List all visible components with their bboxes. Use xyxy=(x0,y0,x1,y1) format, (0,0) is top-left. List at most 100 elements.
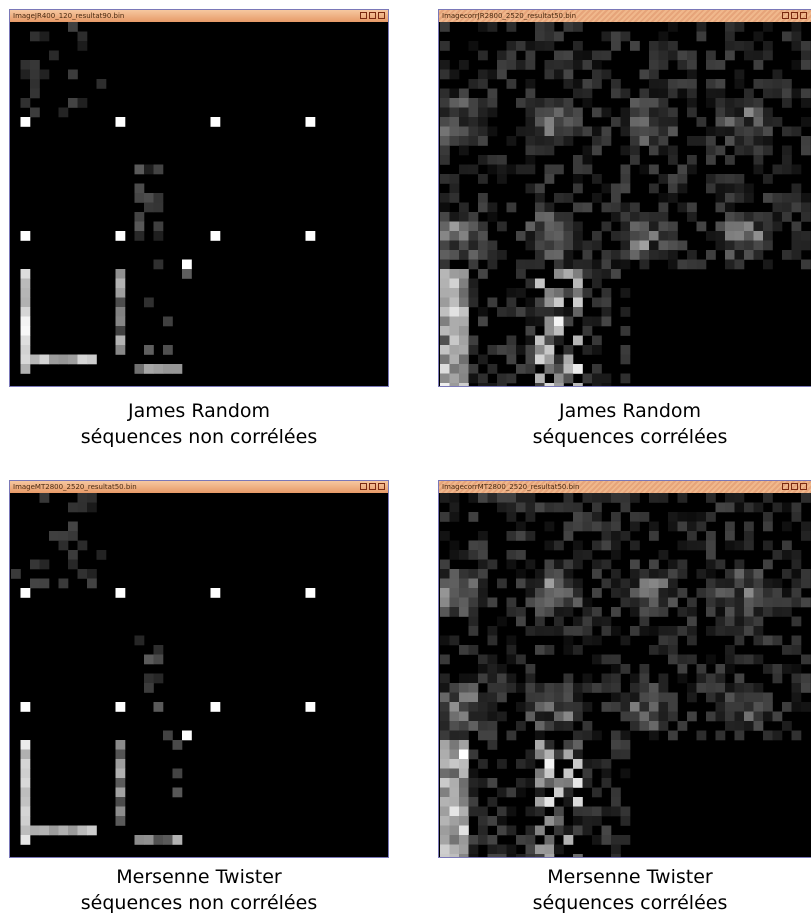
window-controls[interactable] xyxy=(780,482,807,492)
pixel xyxy=(573,278,583,289)
pixel xyxy=(506,288,517,298)
pixel xyxy=(563,673,574,684)
pixel xyxy=(639,164,650,175)
pixel xyxy=(753,721,764,731)
pixel xyxy=(115,768,126,779)
pixel xyxy=(601,540,612,551)
pixel xyxy=(715,597,726,608)
pixel xyxy=(687,635,697,646)
pixel xyxy=(459,692,469,703)
pixel xyxy=(525,164,536,175)
pixel xyxy=(706,531,716,541)
pixel xyxy=(440,278,450,289)
pixel xyxy=(525,326,536,336)
pixel xyxy=(763,540,773,551)
pixel xyxy=(687,60,697,70)
pixel xyxy=(630,711,640,722)
pixel xyxy=(639,607,650,617)
pixel xyxy=(506,297,517,308)
pixel xyxy=(630,250,640,260)
pixel xyxy=(573,174,583,184)
pixel xyxy=(487,250,498,260)
pixel xyxy=(658,588,669,598)
pixel xyxy=(725,50,735,61)
pixel xyxy=(487,297,498,308)
pixel xyxy=(544,164,555,175)
pixel xyxy=(611,797,621,807)
pixel xyxy=(801,531,811,541)
pixel xyxy=(744,702,754,712)
pixel xyxy=(544,250,555,260)
pixel xyxy=(20,269,31,279)
pixel xyxy=(516,269,526,279)
pixel xyxy=(478,569,488,579)
pixel xyxy=(20,787,31,798)
pixel xyxy=(582,521,593,532)
pixel xyxy=(592,816,602,826)
pixel xyxy=(554,250,564,260)
pixel xyxy=(801,702,811,712)
pixel xyxy=(30,354,40,365)
pixel xyxy=(20,345,31,355)
pixel xyxy=(153,654,164,665)
window-title: ImageJR400_120_resultat90.bin xyxy=(13,12,125,20)
pixel xyxy=(658,250,669,260)
pixel xyxy=(535,240,545,251)
pixel xyxy=(459,702,469,712)
window-controls[interactable] xyxy=(358,11,385,21)
pixel xyxy=(753,126,764,137)
pixel xyxy=(459,326,469,336)
pixel xyxy=(544,212,555,222)
pixel xyxy=(658,31,669,42)
pixel xyxy=(573,231,583,241)
pixel xyxy=(611,673,621,684)
pixel xyxy=(554,816,564,826)
pixel xyxy=(544,221,555,232)
pixel xyxy=(544,740,555,750)
pixel xyxy=(163,316,173,327)
window-controls[interactable] xyxy=(358,482,385,492)
pixel xyxy=(535,307,545,317)
pixel xyxy=(592,145,602,156)
pixel xyxy=(677,240,688,251)
pixel xyxy=(649,607,659,617)
pixel xyxy=(744,588,754,598)
pixel xyxy=(611,540,621,551)
window-controls[interactable] xyxy=(780,11,807,21)
pixel xyxy=(744,193,754,203)
pixel xyxy=(459,288,469,298)
pixel xyxy=(668,221,678,232)
pixel xyxy=(744,531,754,541)
pixel xyxy=(668,193,678,203)
pixel xyxy=(734,702,745,712)
pixel xyxy=(506,60,517,70)
pixel xyxy=(601,250,612,260)
pixel xyxy=(544,335,555,346)
pixel xyxy=(468,645,479,655)
pixel xyxy=(449,835,460,845)
pixel xyxy=(468,721,479,731)
pixel xyxy=(459,136,469,146)
pixel xyxy=(696,664,707,674)
pixel xyxy=(715,692,726,703)
pixel xyxy=(734,635,745,646)
pixel xyxy=(563,692,574,703)
pixel xyxy=(487,692,498,703)
pixel xyxy=(687,540,697,551)
pixel xyxy=(535,335,545,346)
pixel xyxy=(725,502,735,513)
pixel xyxy=(506,335,517,346)
pixel xyxy=(611,787,621,798)
pixel xyxy=(801,136,811,146)
pixel xyxy=(39,354,50,365)
pixel xyxy=(620,373,631,384)
pixel xyxy=(525,155,536,165)
pixel xyxy=(468,597,479,608)
pixel xyxy=(77,569,88,579)
pixel xyxy=(544,354,555,365)
pixel xyxy=(525,559,536,570)
pixel xyxy=(459,107,469,118)
pixel xyxy=(582,326,593,336)
pixel xyxy=(544,41,555,51)
pixel xyxy=(563,778,574,788)
